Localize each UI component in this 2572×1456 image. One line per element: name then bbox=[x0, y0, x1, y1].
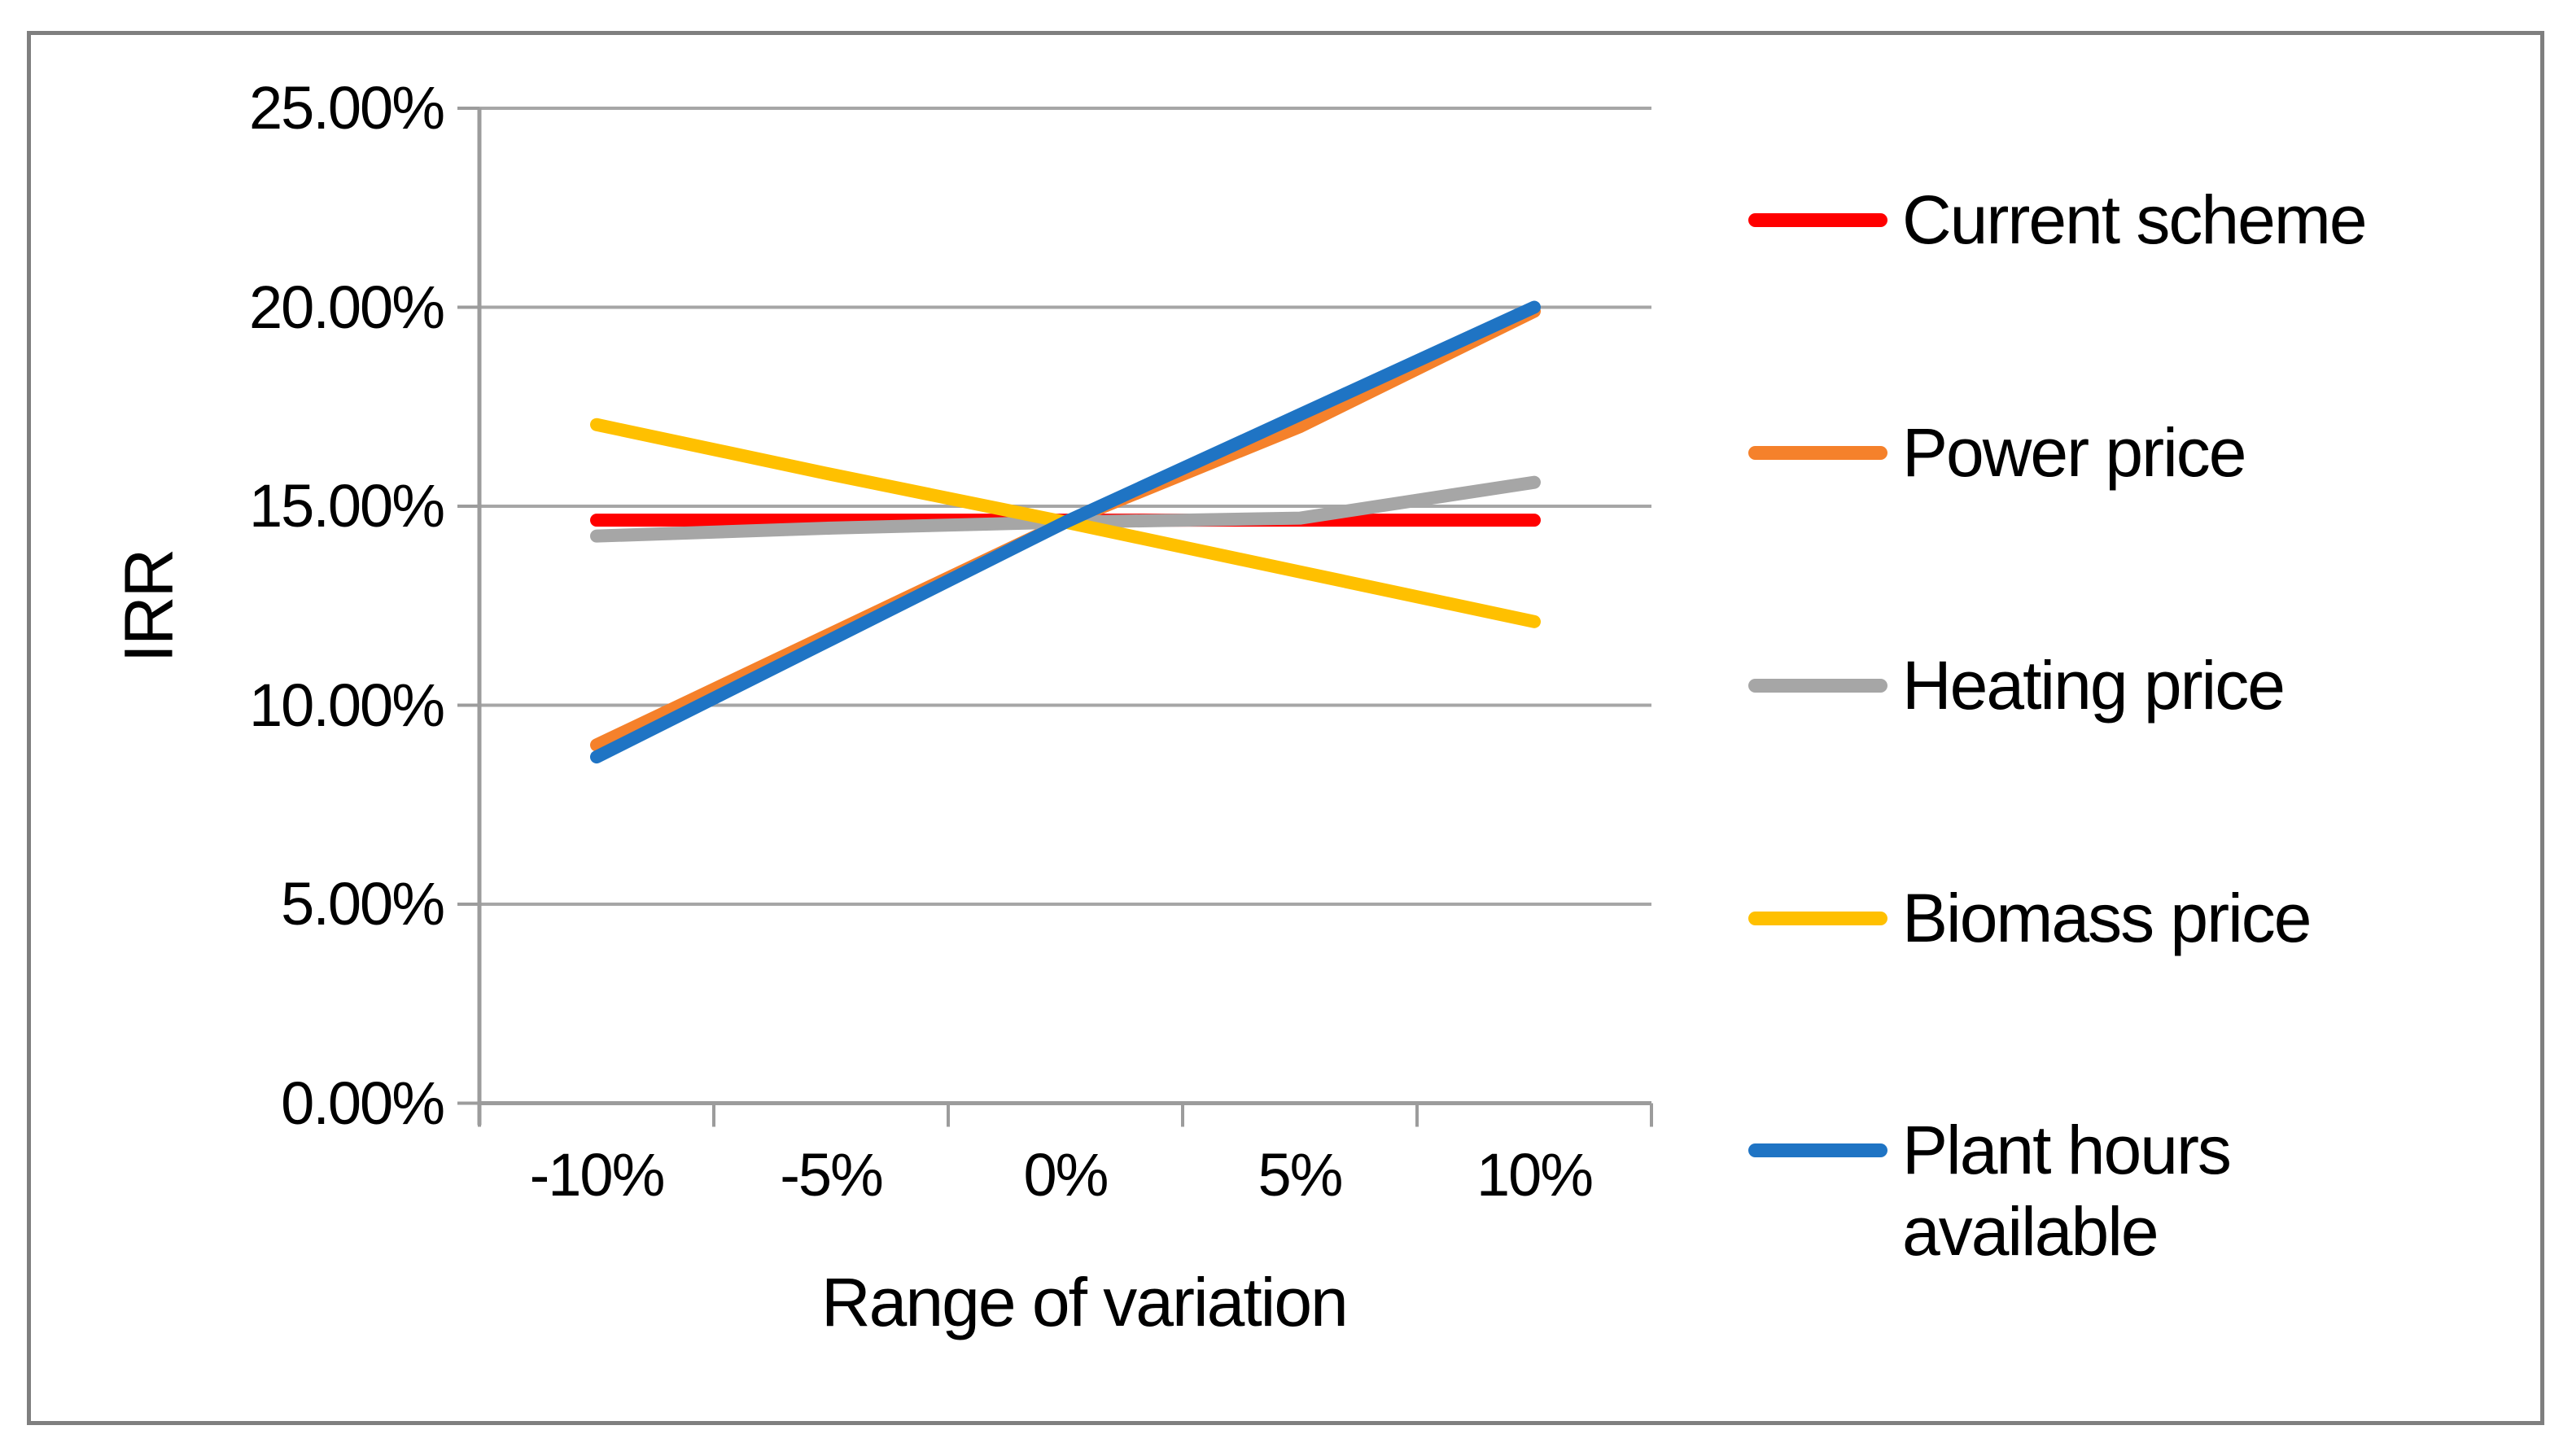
y-axis-title: IRR bbox=[110, 549, 187, 663]
legend-swatch-icon bbox=[1748, 679, 1887, 693]
x-tick-label: 10% bbox=[1476, 1141, 1594, 1209]
legend-label: Biomass price bbox=[1902, 880, 2312, 956]
y-tick-label: 20.00% bbox=[249, 273, 445, 341]
legend-item-plant-hours-available: Plant hours available bbox=[1748, 1109, 2374, 1272]
x-tick-label: -5% bbox=[780, 1141, 884, 1209]
y-tick-label: 5.00% bbox=[281, 870, 445, 938]
legend-item-heating-price: Heating price bbox=[1748, 645, 2285, 726]
x-tick-label: -10% bbox=[529, 1141, 666, 1209]
series-line-plant-hours-available bbox=[590, 300, 1541, 764]
y-tick-label: 15.00% bbox=[249, 472, 445, 540]
legend-label: Plant hours available bbox=[1902, 1112, 2232, 1270]
y-tick-label: 10.00% bbox=[249, 671, 445, 739]
legend-swatch-icon bbox=[1748, 1143, 1887, 1157]
chart-outer-border bbox=[27, 31, 2544, 1425]
y-tick-label: 25.00% bbox=[249, 74, 445, 142]
legend-item-current-scheme: Current scheme bbox=[1748, 179, 2368, 260]
legend-label: Current scheme bbox=[1902, 181, 2368, 258]
legend-label: Heating price bbox=[1902, 647, 2285, 724]
y-tick-label: 0.00% bbox=[281, 1069, 445, 1137]
x-tick-label: 5% bbox=[1258, 1141, 1344, 1209]
x-tick-label: 0% bbox=[1023, 1141, 1109, 1209]
x-axis-title: Range of variation bbox=[821, 1264, 1349, 1340]
legend-swatch-icon bbox=[1748, 213, 1887, 227]
legend-swatch-icon bbox=[1748, 446, 1887, 460]
legend-item-power-price: Power price bbox=[1748, 412, 2247, 493]
legend-label: Power price bbox=[1902, 414, 2247, 491]
legend-swatch-icon bbox=[1748, 912, 1887, 925]
legend-item-biomass-price: Biomass price bbox=[1748, 877, 2312, 959]
